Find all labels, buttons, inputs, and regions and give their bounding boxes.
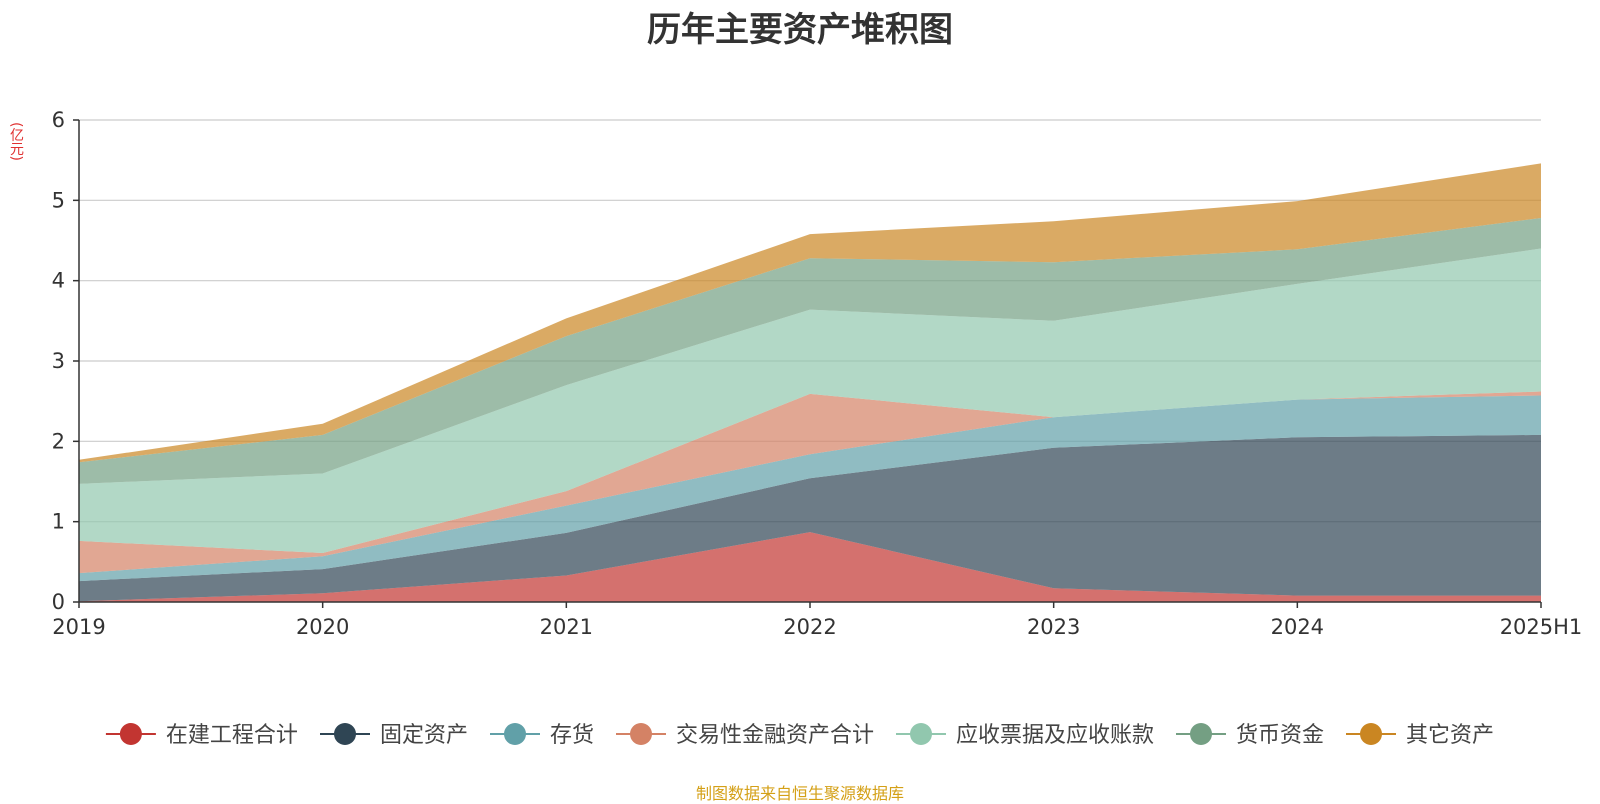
legend-marker-icon bbox=[334, 723, 356, 745]
x-tick-label: 2023 bbox=[1027, 615, 1080, 639]
axes: 0 1 2 3 4 5 6 2019 2020 2021 2022 2023 2024 2025H1 bbox=[52, 108, 1583, 639]
area-series-0 bbox=[79, 532, 1541, 602]
area-series bbox=[79, 163, 1541, 602]
x-tick-label: 2021 bbox=[540, 615, 593, 639]
legend-item-5[interactable]: 货币资金 bbox=[1176, 723, 1324, 748]
area-series-4 bbox=[79, 248, 1541, 553]
chart-title: 历年主要资产堆积图 bbox=[647, 10, 953, 50]
legend-marker-icon bbox=[910, 723, 932, 745]
legend-label: 存货 bbox=[550, 723, 594, 748]
y-tick-label: 5 bbox=[52, 188, 65, 212]
y-axis-unit-label: (亿元) bbox=[8, 122, 24, 161]
legend-marker-icon bbox=[1360, 723, 1382, 745]
legend-label: 应收票据及应收账款 bbox=[956, 723, 1154, 748]
legend-item-6[interactable]: 其它资产 bbox=[1346, 723, 1494, 748]
area-series-2 bbox=[79, 395, 1541, 582]
legend-marker-icon bbox=[119, 723, 142, 745]
legend-item-4[interactable]: 应收票据及应收账款 bbox=[896, 723, 1154, 748]
legend-marker-icon bbox=[1190, 723, 1212, 745]
legend-item-3[interactable]: 交易性金融资产合计 bbox=[616, 723, 874, 748]
data-source-note: 制图数据来自恒生聚源数据库 bbox=[695, 784, 904, 803]
area-series-1 bbox=[79, 434, 1541, 602]
x-tick-label: 2019 bbox=[52, 615, 105, 639]
legend-label: 交易性金融资产合计 bbox=[676, 723, 874, 748]
area-series-5 bbox=[79, 218, 1541, 484]
x-tick-label: 2020 bbox=[296, 615, 349, 639]
y-tick-label: 3 bbox=[52, 349, 65, 373]
y-tick-label: 2 bbox=[52, 429, 65, 453]
y-tick-label: 1 bbox=[52, 510, 65, 534]
legend-label: 其它资产 bbox=[1406, 723, 1494, 748]
x-tick-label: 2022 bbox=[783, 615, 836, 639]
y-tick-label: 6 bbox=[52, 108, 65, 132]
legend: 在建工程合计 固定资产 存货 交易性金融资产合计 应收票据及应收账款 货币资金 其它资产 bbox=[105, 723, 1494, 748]
y-tick-label: 0 bbox=[52, 590, 65, 614]
x-tick-label: 2024 bbox=[1271, 615, 1324, 639]
area-series-3 bbox=[79, 391, 1541, 574]
x-tick-label: 2025H1 bbox=[1500, 615, 1583, 639]
legend-item-1[interactable]: 固定资产 bbox=[320, 723, 468, 748]
legend-item-2[interactable]: 存货 bbox=[490, 723, 594, 748]
legend-marker-icon bbox=[630, 723, 652, 745]
legend-label: 货币资金 bbox=[1236, 723, 1324, 748]
legend-label: 固定资产 bbox=[380, 723, 468, 748]
legend-label: 在建工程合计 bbox=[166, 723, 298, 748]
area-series-6 bbox=[79, 163, 1541, 463]
y-tick-label: 4 bbox=[52, 269, 65, 293]
legend-marker-icon bbox=[504, 723, 526, 745]
legend-item-0[interactable]: 在建工程合计 bbox=[105, 723, 298, 748]
